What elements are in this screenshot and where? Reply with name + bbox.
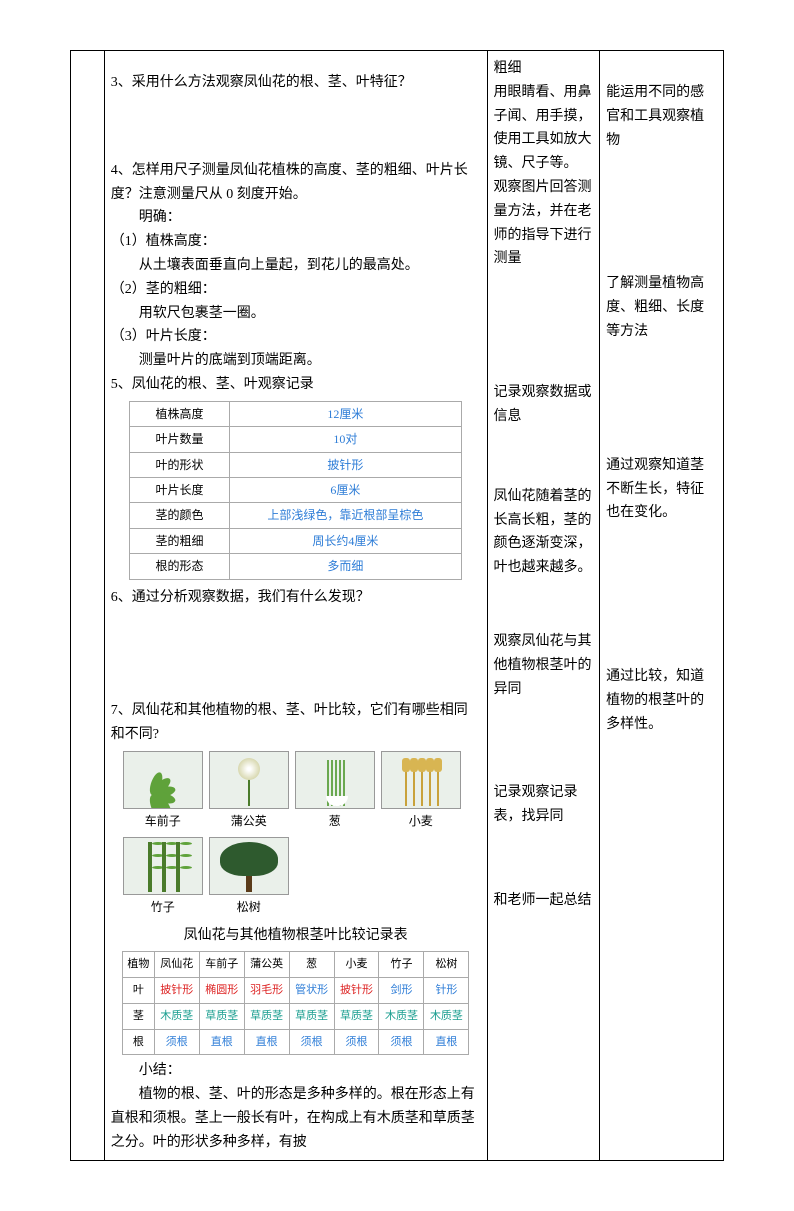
obs-label: 叶片长度 <box>130 477 230 502</box>
compare-cell: 茎 <box>122 1003 154 1029</box>
compare-cell: 须根 <box>289 1029 334 1055</box>
compare-cell: 凤仙花 <box>154 952 199 978</box>
compare-cell: 须根 <box>379 1029 424 1055</box>
c3-r1: 粗细 <box>494 57 594 81</box>
plant-label: 车前子 <box>123 811 203 831</box>
compare-cell: 羽毛形 <box>244 978 289 1004</box>
plant-images-grid: 车前子蒲公英葱小麦竹子松树 <box>123 751 481 918</box>
compare-cell: 剑形 <box>379 978 424 1004</box>
plant-card: 竹子 <box>123 837 203 917</box>
compare-cell: 小麦 <box>334 952 379 978</box>
compare-cell: 蒲公英 <box>244 952 289 978</box>
c3-r3: 观察图片回答测量方法，并在老师的指导下进行测量 <box>494 176 594 271</box>
obs-value: 10对 <box>229 427 461 452</box>
plant-label: 松树 <box>209 897 289 917</box>
q4-item2-text: 用软尺包裹茎一圈。 <box>111 302 481 326</box>
plant-card: 车前子 <box>123 751 203 831</box>
c3-r6: 观察凤仙花与其他植物根茎叶的异同 <box>494 630 594 701</box>
compare-cell: 管状形 <box>289 978 334 1004</box>
plant-illustration <box>209 751 289 809</box>
compare-cell: 草质茎 <box>199 1003 244 1029</box>
compare-cell: 直根 <box>244 1029 289 1055</box>
compare-cell: 草质茎 <box>289 1003 334 1029</box>
plant-illustration <box>295 751 375 809</box>
c3-r7: 记录观察记录表，找异同 <box>494 781 594 829</box>
obs-label: 叶片数量 <box>130 427 230 452</box>
compare-cell: 木质茎 <box>154 1003 199 1029</box>
question-5: 5、凤仙花的根、茎、叶观察记录 <box>111 373 481 397</box>
compare-cell: 竹子 <box>379 952 424 978</box>
c3-r5: 凤仙花随着茎的长高长粗，茎的颜色逐渐变深，叶也越来越多。 <box>494 485 594 580</box>
obs-value: 6厘米 <box>229 477 461 502</box>
compare-caption: 凤仙花与其他植物根茎叶比较记录表 <box>111 924 481 948</box>
compare-cell: 披针形 <box>334 978 379 1004</box>
c3-r8: 和老师一起总结 <box>494 889 594 913</box>
c4-r3: 通过观察知道茎不断生长，特征也在变化。 <box>606 454 717 525</box>
plant-illustration <box>209 837 289 895</box>
obs-value: 周长约4厘米 <box>229 528 461 553</box>
obs-label: 茎的粗细 <box>130 528 230 553</box>
plant-label: 竹子 <box>123 897 203 917</box>
obs-label: 根的形态 <box>130 554 230 579</box>
q4-item3-text: 测量叶片的底端到顶端距离。 <box>111 349 481 373</box>
summary-text: 植物的根、茎、叶的形态是多种多样的。根在形态上有直根和须根。茎上一般长有叶，在构… <box>111 1083 481 1154</box>
compare-cell: 针形 <box>424 978 469 1004</box>
compare-cell: 披针形 <box>154 978 199 1004</box>
q4-item2: （2）茎的粗细： <box>111 278 481 302</box>
plant-illustration <box>381 751 461 809</box>
compare-cell: 须根 <box>154 1029 199 1055</box>
question-6: 6、通过分析观察数据，我们有什么发现？ <box>111 586 481 610</box>
column-1 <box>71 51 105 1161</box>
obs-label: 叶的形状 <box>130 452 230 477</box>
plant-card: 松树 <box>209 837 289 917</box>
compare-cell: 松树 <box>424 952 469 978</box>
q4-item1-text: 从土壤表面垂直向上量起，到花儿的最高处。 <box>111 254 481 278</box>
compare-cell: 直根 <box>424 1029 469 1055</box>
obs-value: 多而细 <box>229 554 461 579</box>
compare-cell: 根 <box>122 1029 154 1055</box>
compare-cell: 葱 <box>289 952 334 978</box>
plant-card: 小麦 <box>381 751 461 831</box>
q4-item1: （1）植株高度： <box>111 230 481 254</box>
compare-cell: 草质茎 <box>334 1003 379 1029</box>
c4-r1: 能运用不同的感官和工具观察植物 <box>606 81 717 152</box>
plant-label: 葱 <box>295 811 375 831</box>
compare-cell: 木质茎 <box>379 1003 424 1029</box>
column-3-content: 粗细 用眼睛看、用鼻子闻、用手摸，使用工具如放大镜、尺子等。 观察图片回答测量方… <box>487 51 600 1161</box>
c3-r4: 记录观察数据或信息 <box>494 381 594 429</box>
question-3: 3、采用什么方法观察凤仙花的根、茎、叶特征？ <box>111 71 481 95</box>
compare-table: 植物凤仙花车前子蒲公英葱小麦竹子松树叶披针形椭圆形羽毛形管状形披针形剑形针形茎木… <box>122 951 470 1055</box>
compare-cell: 车前子 <box>199 952 244 978</box>
lesson-plan-table: 3、采用什么方法观察凤仙花的根、茎、叶特征？ 4、怎样用尺子测量凤仙花植株的高度… <box>70 50 724 1161</box>
compare-cell: 植物 <box>122 952 154 978</box>
plant-card: 葱 <box>295 751 375 831</box>
plant-label: 蒲公英 <box>209 811 289 831</box>
column-2-content: 3、采用什么方法观察凤仙花的根、茎、叶特征？ 4、怎样用尺子测量凤仙花植株的高度… <box>104 51 487 1161</box>
obs-value: 披针形 <box>229 452 461 477</box>
question-7: 7、凤仙花和其他植物的根、茎、叶比较，它们有哪些相同和不同? <box>111 699 481 747</box>
obs-label: 植株高度 <box>130 401 230 426</box>
compare-cell: 木质茎 <box>424 1003 469 1029</box>
compare-cell: 叶 <box>122 978 154 1004</box>
summary-title: 小结： <box>111 1059 481 1083</box>
question-4: 4、怎样用尺子测量凤仙花植株的高度、茎的粗细、叶片长度？注意测量尺从 0 刻度开… <box>111 159 481 207</box>
q4-sub: 明确： <box>111 206 481 230</box>
obs-value: 12厘米 <box>229 401 461 426</box>
plant-illustration <box>123 751 203 809</box>
compare-cell: 椭圆形 <box>199 978 244 1004</box>
c4-r2: 了解测量植物高度、粗细、长度等方法 <box>606 272 717 343</box>
compare-cell: 直根 <box>199 1029 244 1055</box>
c3-r2: 用眼睛看、用鼻子闻、用手摸，使用工具如放大镜、尺子等。 <box>494 81 594 176</box>
q4-item3: （3）叶片长度： <box>111 325 481 349</box>
observation-table: 植株高度12厘米叶片数量10对叶的形状披针形叶片长度6厘米茎的颜色上部浅绿色，靠… <box>129 401 462 580</box>
plant-card: 蒲公英 <box>209 751 289 831</box>
compare-cell: 草质茎 <box>244 1003 289 1029</box>
plant-label: 小麦 <box>381 811 461 831</box>
c4-r4: 通过比较，知道植物的根茎叶的多样性。 <box>606 665 717 736</box>
obs-label: 茎的颜色 <box>130 503 230 528</box>
obs-value: 上部浅绿色，靠近根部呈棕色 <box>229 503 461 528</box>
column-4-content: 能运用不同的感官和工具观察植物 了解测量植物高度、粗细、长度等方法 通过观察知道… <box>600 51 724 1161</box>
plant-illustration <box>123 837 203 895</box>
compare-cell: 须根 <box>334 1029 379 1055</box>
